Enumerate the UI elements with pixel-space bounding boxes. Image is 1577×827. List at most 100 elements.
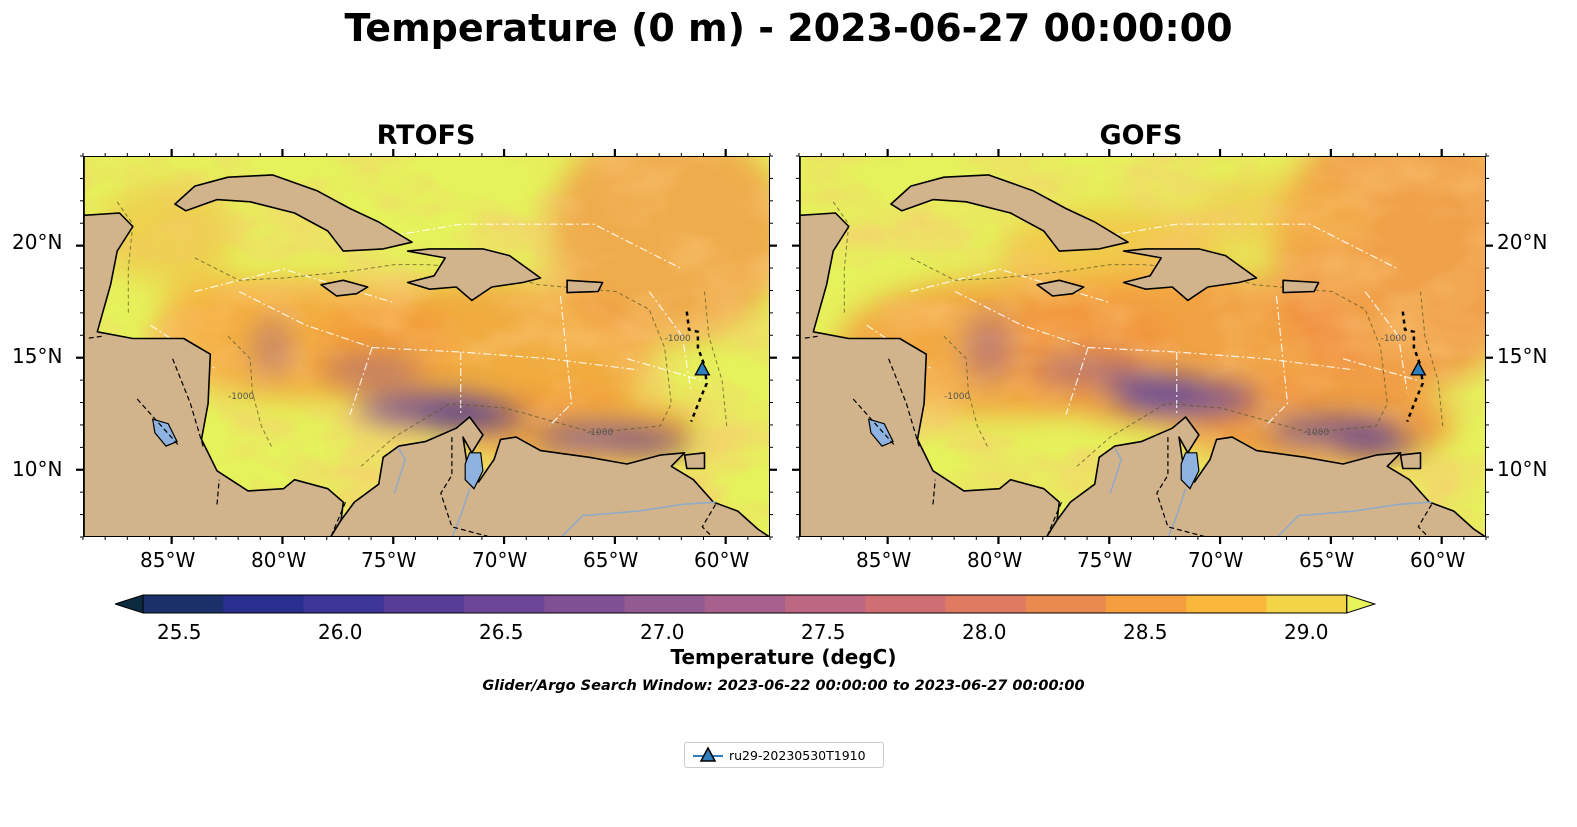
puerto-rico-land bbox=[566, 279, 604, 294]
puerto-rico-land bbox=[1282, 279, 1320, 294]
lake-nicaragua bbox=[151, 418, 178, 447]
y-tick-label: 15°N bbox=[1497, 344, 1548, 368]
glider-marker bbox=[1410, 360, 1427, 376]
country-border bbox=[802, 335, 818, 340]
panel-title-rtofs: RTOFS bbox=[376, 120, 476, 151]
country-border bbox=[86, 335, 102, 340]
country-border bbox=[331, 501, 347, 534]
boundary-line bbox=[1065, 347, 1089, 415]
trinidad-land bbox=[1399, 451, 1422, 470]
south-america-land bbox=[1046, 416, 1485, 536]
colorbar-segment bbox=[704, 595, 786, 613]
country-border bbox=[172, 358, 205, 449]
colorbar-extend-low bbox=[115, 594, 144, 614]
bathymetry-contour bbox=[704, 291, 728, 426]
contour-label: -1000 bbox=[587, 428, 613, 438]
colorbar bbox=[115, 594, 1377, 614]
x-tick-label: 65°W bbox=[1299, 548, 1355, 572]
glider-triangle-icon bbox=[693, 746, 723, 762]
bathymetry-contour bbox=[943, 335, 989, 449]
colorbar-segment bbox=[1266, 595, 1348, 613]
boundary-line bbox=[1264, 295, 1289, 427]
glider-marker bbox=[694, 360, 711, 376]
country-border bbox=[1156, 437, 1205, 536]
y-tick-label: 10°N bbox=[1497, 457, 1548, 481]
colorbar-tick-label: 26.5 bbox=[479, 620, 524, 644]
bathymetry-contour bbox=[832, 201, 850, 314]
country-border bbox=[888, 358, 921, 449]
hispaniola-land bbox=[406, 248, 542, 302]
contour-label: -1000 bbox=[228, 392, 254, 402]
river bbox=[1109, 448, 1123, 494]
boundary-line bbox=[999, 201, 1399, 270]
bathymetry-contour bbox=[194, 257, 672, 467]
cool-water-patch bbox=[609, 431, 690, 452]
country-border bbox=[701, 504, 717, 536]
river bbox=[1167, 488, 1187, 536]
y-tick-label: 20°N bbox=[1497, 230, 1548, 254]
boundary-line bbox=[910, 268, 1111, 304]
colorbar-segment bbox=[865, 595, 946, 613]
country-border bbox=[216, 479, 220, 505]
boundary-line bbox=[626, 358, 705, 382]
country-border bbox=[852, 398, 896, 447]
colorbar-label: Temperature (degC) bbox=[670, 645, 897, 669]
country-border bbox=[440, 437, 489, 536]
river bbox=[393, 448, 407, 494]
river bbox=[451, 488, 471, 536]
colorbar-tick-label: 29.0 bbox=[1284, 620, 1329, 644]
x-tick-label: 80°W bbox=[967, 548, 1023, 572]
rtofs-map: -1000-1000-1000-1000 bbox=[83, 156, 770, 537]
bathymetry-contour bbox=[116, 201, 134, 314]
map-canvas: -1000-1000-1000-1000 bbox=[84, 157, 769, 536]
boundary-line bbox=[1364, 291, 1408, 393]
x-tick-label: 75°W bbox=[1077, 548, 1133, 572]
search-window-caption: Glider/Argo Search Window: 2023-06-22 00… bbox=[482, 678, 1085, 694]
colorbar-segment bbox=[544, 595, 625, 613]
cuba-land bbox=[890, 174, 1129, 252]
colorbar-tick-label: 28.5 bbox=[1123, 620, 1168, 644]
x-tick-label: 65°W bbox=[583, 548, 639, 572]
colorbar-segment bbox=[1025, 595, 1107, 613]
lake-nicaragua bbox=[867, 418, 894, 447]
boundary-line bbox=[548, 295, 573, 427]
x-tick-label: 70°W bbox=[1188, 548, 1244, 572]
lesser-antilles-islands bbox=[1401, 311, 1424, 422]
country-border bbox=[1417, 504, 1433, 536]
y-tick-label: 10°N bbox=[12, 457, 63, 481]
colorbar-frame bbox=[142, 594, 1348, 614]
x-tick-label: 85°W bbox=[856, 548, 912, 572]
lake-maracaibo bbox=[1180, 452, 1200, 490]
boundary-line bbox=[648, 291, 692, 393]
colorbar-tick-label: 27.5 bbox=[801, 620, 846, 644]
boundary-line bbox=[283, 201, 683, 270]
boundary-line bbox=[1342, 358, 1421, 382]
jamaica-land bbox=[320, 279, 369, 297]
bathymetry-contour bbox=[227, 335, 273, 449]
hispaniola-land bbox=[1122, 248, 1258, 302]
y-tick-label: 20°N bbox=[12, 230, 63, 254]
jamaica-land bbox=[1036, 279, 1085, 297]
x-tick-label: 60°W bbox=[1410, 548, 1466, 572]
cool-water-patch bbox=[1104, 375, 1205, 400]
lake-maracaibo bbox=[464, 452, 484, 490]
boundary-line bbox=[238, 290, 639, 371]
x-tick-label: 60°W bbox=[694, 548, 750, 572]
x-tick-label: 75°W bbox=[361, 548, 417, 572]
river bbox=[1277, 501, 1432, 536]
colorbar-segment bbox=[303, 595, 385, 613]
country-border bbox=[1047, 501, 1063, 534]
boundary-line bbox=[954, 290, 1355, 371]
colorbar-segment bbox=[1186, 595, 1267, 613]
y-tick-label: 15°N bbox=[12, 344, 63, 368]
colorbar-segment bbox=[143, 595, 224, 613]
south-america-land bbox=[330, 416, 769, 536]
cool-water-patch bbox=[322, 357, 423, 382]
boundary-line bbox=[349, 347, 373, 415]
colorbar-segment bbox=[1106, 595, 1187, 613]
x-tick-label: 80°W bbox=[251, 548, 307, 572]
bathymetry-contour bbox=[910, 257, 1388, 467]
contour-label: -1000 bbox=[944, 392, 970, 402]
colorbar-tick-label: 27.0 bbox=[640, 620, 685, 644]
